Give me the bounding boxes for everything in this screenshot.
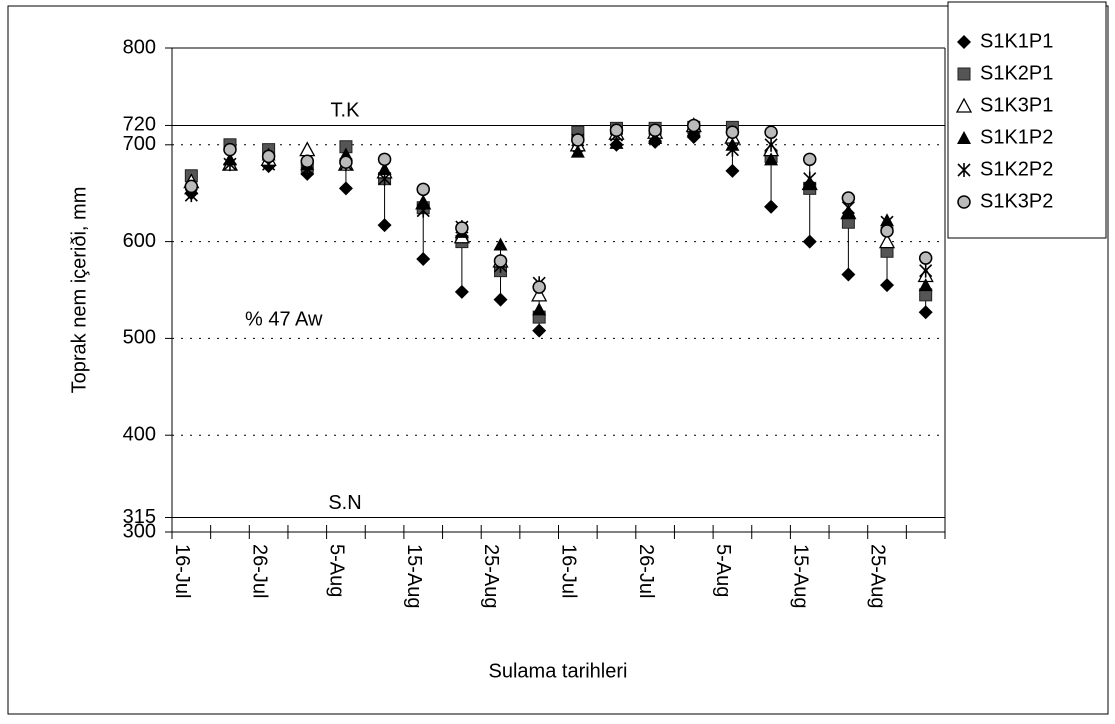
y-tick-label: 720 [123, 114, 156, 136]
legend-label: S1K3P1 [980, 94, 1053, 116]
marker-circle-open [957, 195, 971, 209]
marker-triangle [764, 152, 779, 166]
marker-circle-open [416, 182, 430, 197]
marker-circle-open [880, 224, 894, 238]
marker-star [919, 263, 933, 278]
marker-diamond [764, 199, 779, 214]
marker-triangle-open [878, 233, 896, 249]
marker-triangle [918, 278, 933, 292]
x-tick-label: 15-Aug [789, 544, 811, 609]
marker-star [416, 203, 430, 218]
marker-triangle-open [531, 286, 548, 302]
marker-circle-open [609, 123, 624, 138]
y-tick-label: 500 [123, 327, 156, 349]
marker-circle-open [764, 125, 778, 139]
marker-circle-open [184, 179, 199, 194]
marker-circle-open [725, 125, 740, 139]
marker-diamond [532, 323, 547, 338]
marker-circle-open [377, 152, 392, 167]
marker-circle-open [802, 152, 817, 167]
marker-triangle [532, 302, 547, 316]
marker-diamond [918, 305, 933, 320]
marker-diamond [416, 252, 431, 267]
marker-triangle [609, 135, 624, 149]
x-tick-label: 16-Jul [558, 544, 580, 598]
marker-circle-open [261, 149, 276, 164]
marker-star [957, 163, 971, 177]
frame [7, 5, 1109, 715]
marker-star [725, 142, 739, 157]
y-tick-label: 600 [123, 230, 156, 252]
legend-label: S1K1P1 [980, 30, 1053, 52]
marker-diamond [377, 218, 392, 233]
marker-triangle-open [299, 141, 316, 157]
marker-circle-open [841, 191, 856, 205]
marker-star [378, 171, 392, 186]
marker-circle-open [493, 254, 508, 268]
x-axis-label: Sulama tarihleri [489, 660, 628, 682]
marker-triangle [377, 162, 392, 175]
marker-triangle [570, 144, 585, 158]
marker-diamond [957, 35, 971, 49]
y-tick-label: 315 [123, 506, 156, 528]
marker-diamond [338, 181, 353, 196]
legend-label: S1K3P2 [980, 190, 1053, 212]
reference-label: S.N [328, 492, 361, 514]
marker-circle-open [532, 280, 546, 294]
y-tick-label: 700 [123, 133, 156, 155]
marker-diamond [725, 163, 740, 178]
marker-circle-open [918, 251, 933, 265]
y-tick-label: 300 [123, 520, 156, 542]
marker-triangle [957, 131, 971, 144]
legend-label: S1K1P2 [980, 126, 1053, 148]
marker-star [223, 157, 237, 172]
marker-circle-open [455, 221, 469, 235]
marker-diamond [802, 234, 817, 249]
y-axis-label: Toprak nem içeriði, mm [68, 187, 90, 394]
reference-label: T.K [331, 100, 361, 122]
marker-triangle-open [955, 97, 973, 113]
x-tick-label: 25-Aug [867, 544, 889, 609]
x-tick-label: 5-Aug [712, 544, 734, 597]
x-tick-label: 25-Aug [480, 544, 502, 609]
x-tick-label: 26-Jul [635, 544, 657, 598]
y-tick-label: 400 [123, 423, 156, 445]
marker-circle-open [648, 123, 662, 138]
legend-label: S1K2P1 [980, 62, 1053, 84]
marker-circle-open [223, 142, 237, 157]
x-tick-label: 16-Jul [171, 544, 193, 598]
legend-box [947, 1, 1107, 239]
marker-square [957, 67, 971, 81]
marker-star [764, 137, 778, 152]
marker-triangle [416, 195, 431, 209]
marker-circle-open [571, 133, 585, 147]
annotation: % 47 Aw [245, 308, 323, 330]
marker-diamond [880, 278, 895, 293]
x-tick-label: 26-Jul [248, 544, 270, 598]
x-tick-label: 15-Aug [403, 544, 425, 609]
marker-circle-open [687, 118, 701, 133]
marker-diamond [454, 284, 469, 299]
marker-circle-open [300, 154, 315, 169]
marker-diamond [841, 267, 856, 282]
marker-star [803, 171, 817, 186]
x-tick-label: 5-Aug [326, 544, 348, 597]
marker-circle-open [339, 155, 353, 169]
y-tick-label: 800 [123, 36, 156, 58]
marker-diamond [493, 292, 508, 307]
marker-triangle [493, 237, 508, 251]
legend-label: S1K2P2 [980, 158, 1053, 180]
